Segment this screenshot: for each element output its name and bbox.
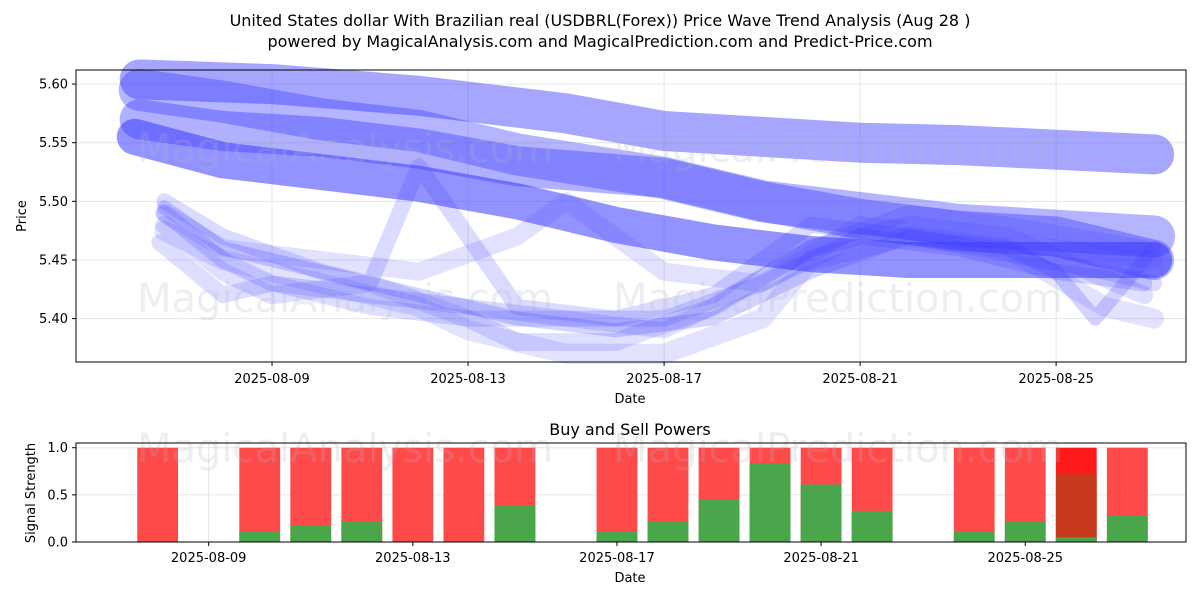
- top-plot: MagicalAnalysis.com MagicalPrediction.co…: [15, 59, 1187, 407]
- top-plot-frame: [75, 69, 1187, 363]
- top-x-axis-label: Date: [614, 392, 645, 407]
- watermark-bottom-right: MagicalPrediction.com: [613, 426, 1063, 472]
- top-x-ticks: 2025-08-09 2025-08-13 2025-08-17 2025-08-21…: [234, 362, 1094, 387]
- top-x-tick-label: 2025-08-17: [626, 372, 702, 387]
- wave-line-wave-6: [155, 192, 1164, 293]
- watermark-top-right: MagicalPrediction.com: [613, 126, 1063, 172]
- chart-title-line2: powered by MagicalAnalysis.com and Magic…: [267, 32, 932, 51]
- wave-line-wave-3: [116, 118, 1173, 278]
- wave-line-wave-11: [151, 205, 1153, 339]
- bottom-x-tick-label: 2025-08-09: [171, 551, 247, 566]
- bottom-y-ticks: 0.0 0.5 1.0: [47, 441, 76, 551]
- watermark-bottom-left: MagicalAnalysis.com: [137, 426, 553, 472]
- top-y-axis-label: Price: [15, 200, 30, 232]
- sell-bar: [239, 447, 281, 542]
- top-x-tick-label: 2025-08-21: [822, 372, 898, 387]
- bottom-x-tick-label: 2025-08-25: [987, 551, 1063, 566]
- top-y-tick-label: 5.40: [39, 312, 68, 327]
- wave-line-wave-8: [155, 215, 1154, 352]
- top-y-tick-label: 5.45: [39, 253, 68, 268]
- buy-bar: [341, 521, 383, 542]
- top-y-tick-label: 5.55: [39, 136, 68, 151]
- buy-bar: [494, 505, 536, 542]
- buy-bar: [851, 510, 893, 542]
- wave-line-wave-10: [157, 200, 1162, 338]
- wave-line-wave-9: [154, 220, 1165, 364]
- buy-bar: [1004, 521, 1046, 542]
- top-x-tick-label: 2025-08-13: [430, 372, 506, 387]
- top-waves: [116, 59, 1176, 364]
- wave-line-wave-1: [118, 68, 1176, 258]
- top-x-tick-label: 2025-08-09: [234, 372, 310, 387]
- bottom-chart-title: Buy and Sell Powers: [549, 420, 711, 439]
- chart-title-line1: United States dollar With Brazilian real…: [230, 11, 971, 30]
- watermark-top-left: MagicalAnalysis.com: [137, 126, 553, 172]
- top-y-tick-label: 5.50: [39, 195, 68, 210]
- bottom-x-ticks: 2025-08-09 2025-08-13 2025-08-17 2025-08-21…: [171, 542, 1063, 566]
- buy-bar: [800, 484, 842, 542]
- buy-bar: [1055, 537, 1097, 542]
- top-y-ticks: 5.40 5.45 5.50 5.55 5.60: [39, 78, 76, 327]
- watermark-mid-left: MagicalAnalysis.com: [137, 276, 553, 322]
- buy-bar: [647, 521, 689, 542]
- buy-bar: [698, 499, 740, 542]
- mixed-bar: [1055, 474, 1097, 542]
- wave-line-wave-7: [156, 205, 1153, 327]
- sell-bar: [137, 447, 179, 542]
- buy-bar: [290, 525, 332, 542]
- bottom-y-axis-label: Signal Strength: [24, 443, 39, 543]
- buy-bar: [953, 531, 995, 542]
- wave-line-wave-4: [119, 59, 1175, 175]
- bottom-y-tick-label: 0.5: [47, 488, 68, 503]
- bottom-x-tick-label: 2025-08-17: [579, 551, 655, 566]
- bottom-x-tick-label: 2025-08-13: [375, 551, 451, 566]
- bottom-bars: [137, 447, 1148, 542]
- buy-bar: [749, 463, 791, 542]
- top-x-tick-label: 2025-08-25: [1018, 372, 1094, 387]
- wave-line-wave-5: [156, 158, 1163, 327]
- bottom-x-tick-label: 2025-08-21: [783, 551, 859, 566]
- watermark-mid-right: MagicalPrediction.com: [613, 276, 1063, 322]
- bottom-x-axis-label: Date: [614, 571, 645, 586]
- sell-bar: [443, 447, 485, 542]
- buy-bar: [1106, 515, 1148, 542]
- bottom-y-tick-label: 1.0: [47, 441, 68, 456]
- wave-line-wave-2: [119, 99, 1175, 280]
- bottom-plot: Buy and Sell Powers MagicalAnalysis.com …: [24, 420, 1187, 586]
- bottom-y-tick-label: 0.0: [47, 536, 68, 551]
- sell-bar: [953, 447, 995, 542]
- sell-bar: [596, 447, 638, 542]
- sell-bar: [392, 447, 434, 542]
- bottom-plot-frame: [75, 442, 1187, 543]
- buy-bar: [239, 531, 281, 542]
- buy-bar: [596, 531, 638, 542]
- top-grid: [76, 70, 1186, 362]
- top-y-tick-label: 5.60: [39, 78, 68, 93]
